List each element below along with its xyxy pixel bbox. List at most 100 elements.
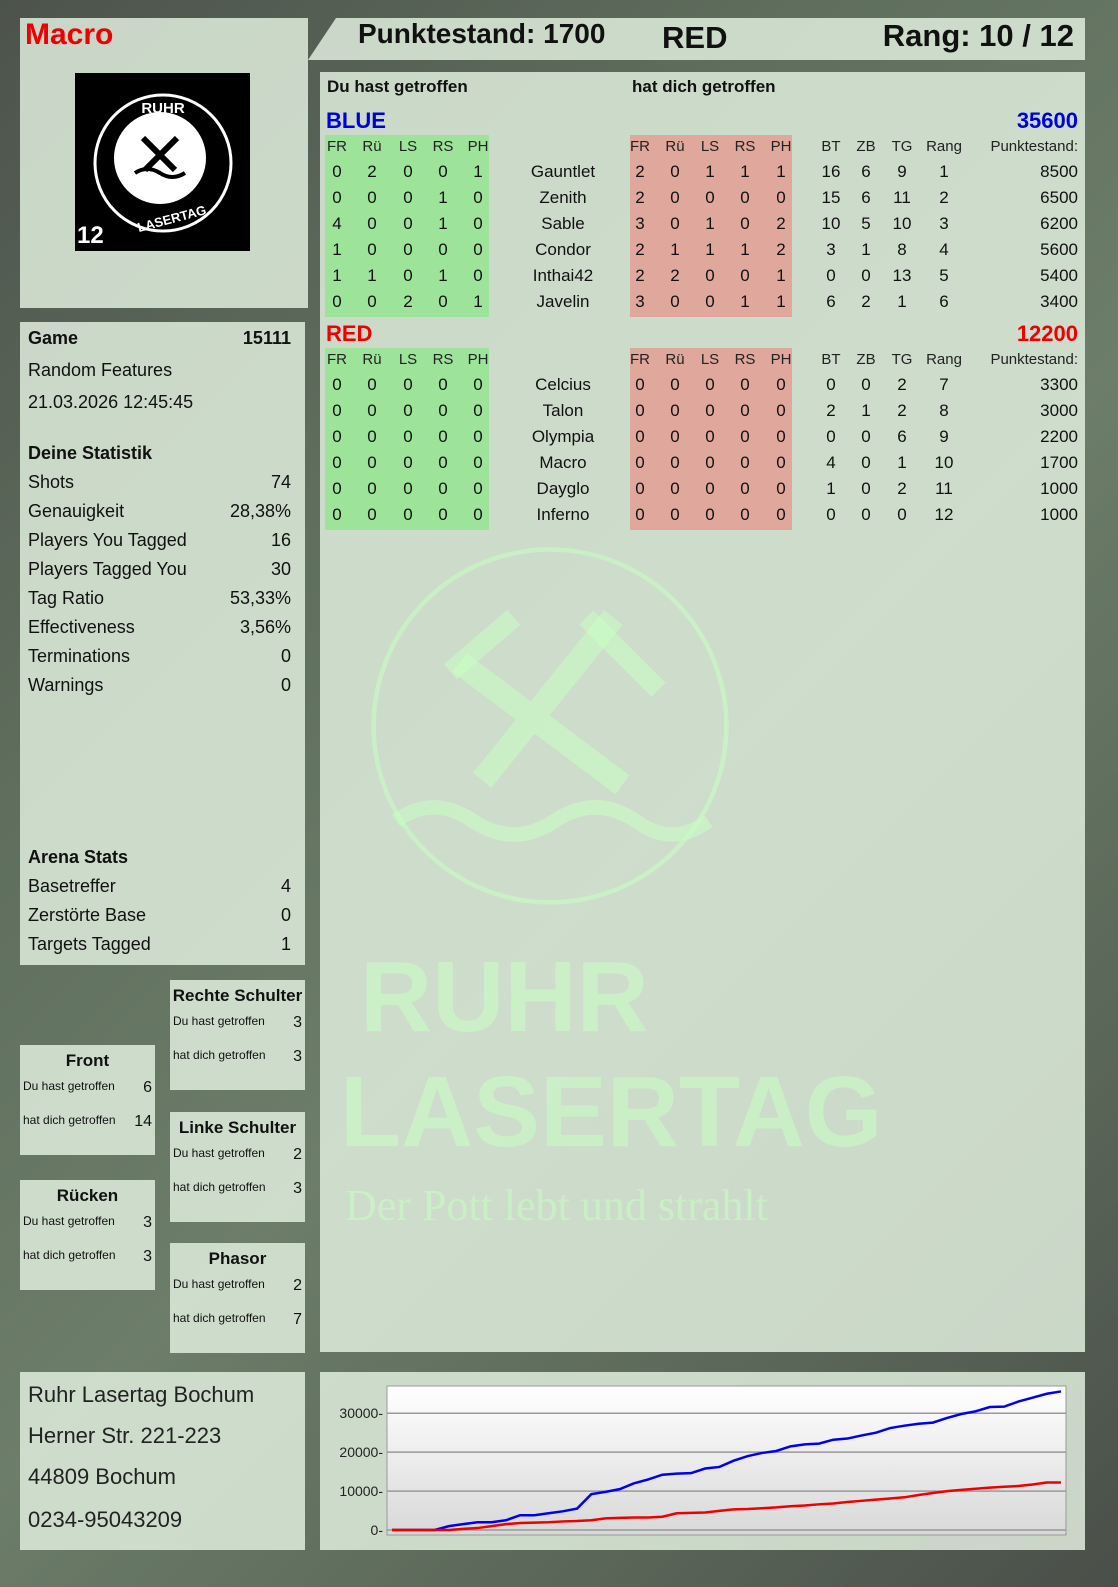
player-score: 6200 [1040,214,1078,233]
hit-you-cell: 2 [776,240,786,259]
column-header: Rü [362,351,382,368]
column-header: FR [327,138,347,155]
you-hit-cell: 0 [473,214,483,233]
stat-cell: 10 [821,214,841,233]
column-header: TG [891,351,913,368]
you-hit-row: Du hast getroffen 3 [23,1214,152,1232]
you-hit-cell: 0 [367,479,377,498]
hit-you-cell: 3 [635,292,645,311]
column-header: BT [821,138,841,155]
game-mode-text: Random Features [28,360,173,380]
you-hit-row: Du hast getroffen 6 [23,1079,152,1097]
you-hit-label: Du hast getroffen [173,1277,265,1291]
hit-you-cell: 0 [740,214,750,233]
stat-cell: 1 [861,240,871,259]
blue-team-line [392,1390,1062,1532]
column-header: LS [398,138,418,155]
stat-cell: 6 [826,292,836,311]
hit-you-row: hat dich getroffen 3 [173,1048,302,1066]
hit-you-cell: 0 [776,453,786,472]
you-hit-cell: 0 [367,427,377,446]
stat-row: Players Tagged You 30 [28,559,291,580]
hit-you-cell: 0 [740,479,750,498]
stat-label: Players You Tagged [28,530,187,550]
you-hit-label: Du hast getroffen [173,1014,265,1028]
hit-location-title: Rechte Schulter [172,986,303,1005]
hit-you-value: 7 [293,1311,302,1328]
hit-you-value: 3 [293,1180,302,1197]
you-hit-cell: 0 [403,266,413,285]
hit-you-value: 3 [143,1248,152,1265]
you-hit-cell: 2 [403,292,413,311]
hit-you-cell: 1 [705,214,715,233]
hit-you-cell: 0 [670,188,680,207]
column-header: TG [891,138,913,155]
hit-you-cell: 2 [635,266,645,285]
you-hit-cell: 0 [473,427,483,446]
hit-you-cell: 0 [776,375,786,394]
you-hit-cell: 0 [403,453,413,472]
player-rank: Rang: 10 / 12 [882,18,1074,53]
column-header: Rü [665,351,685,368]
you-hit-cell: 0 [403,214,413,233]
you-hit-label: Du hast getroffen [23,1079,115,1093]
stat-cell: 15 [821,188,841,207]
arena-row: Zerstörte Base 0 [28,905,291,926]
hit-you-cell: 0 [635,401,645,420]
hit-you-cell: 1 [705,162,715,181]
player-name: Inferno [536,505,590,524]
hit-location-title: Linke Schulter [178,1118,297,1137]
stat-value: 16 [270,530,291,550]
team-name: RED [326,321,373,346]
stat-row: Genauigkeit 28,38% [28,501,291,522]
watermark-logo-icon [371,547,729,905]
stat-value: 30 [270,559,291,579]
player-name: Zenith [539,188,587,207]
column-header: Rü [665,138,685,155]
you-hit-cell: 0 [367,240,377,259]
hit-you-cell: 0 [776,427,786,446]
hit-you-cell: 0 [670,453,680,472]
you-hit-cell: 0 [403,162,413,181]
stat-cell: 2 [826,401,836,420]
you-hit-cell: 0 [403,240,413,259]
stat-cell: 16 [821,162,841,181]
you-hit-cell: 2 [367,162,377,181]
hit-you-cell: 2 [635,162,645,181]
stat-cell: 11 [935,479,953,498]
column-header: FR [630,351,650,368]
stat-cell: 2 [897,401,907,420]
hit-you-cell: 0 [705,453,715,472]
hit-you-cell: 0 [635,453,645,472]
stats-title-text: Deine Statistik [28,443,153,463]
you-hit-cell: 1 [473,162,483,181]
y-tick-label: 20000- [339,1444,383,1460]
stat-cell: 0 [861,427,871,446]
hit-you-cell: 0 [740,188,750,207]
stat-cell: 7 [939,375,949,394]
stat-row: Warnings 0 [28,675,291,696]
you-hit-cell: 0 [473,266,483,285]
you-hit-cell: 4 [332,214,342,233]
hit-location-title: Rücken [56,1186,119,1205]
player-score: 1000 [1040,479,1078,498]
player-name: Macro [25,18,114,51]
hit-you-cell: 0 [705,266,715,285]
you-hit-label: Du hast getroffen [173,1146,265,1160]
player-name: Dayglo [536,479,590,498]
stat-label: Warnings [28,675,104,695]
y-tick-label: 0- [371,1522,384,1538]
game-datetime-text: 21.03.2026 12:45:45 [28,392,194,412]
stat-row: Effectiveness 3,56% [28,617,291,638]
stat-cell: 2 [897,479,907,498]
address-panel: Ruhr Lasertag Bochum Herner Str. 221-223… [20,1372,305,1550]
hit-you-label: hat dich getroffen [173,1048,266,1062]
hit-you-label: hat dich getroffen [173,1180,266,1194]
stat-cell: 9 [897,162,907,181]
column-header: BT [821,351,841,368]
game-row: Game 15111 [28,328,291,349]
hit-you-label: hat dich getroffen [23,1248,116,1262]
you-hit-row: Du hast getroffen 3 [173,1014,302,1032]
stat-cell: 6 [897,427,907,446]
arena-value: 1 [280,934,291,954]
